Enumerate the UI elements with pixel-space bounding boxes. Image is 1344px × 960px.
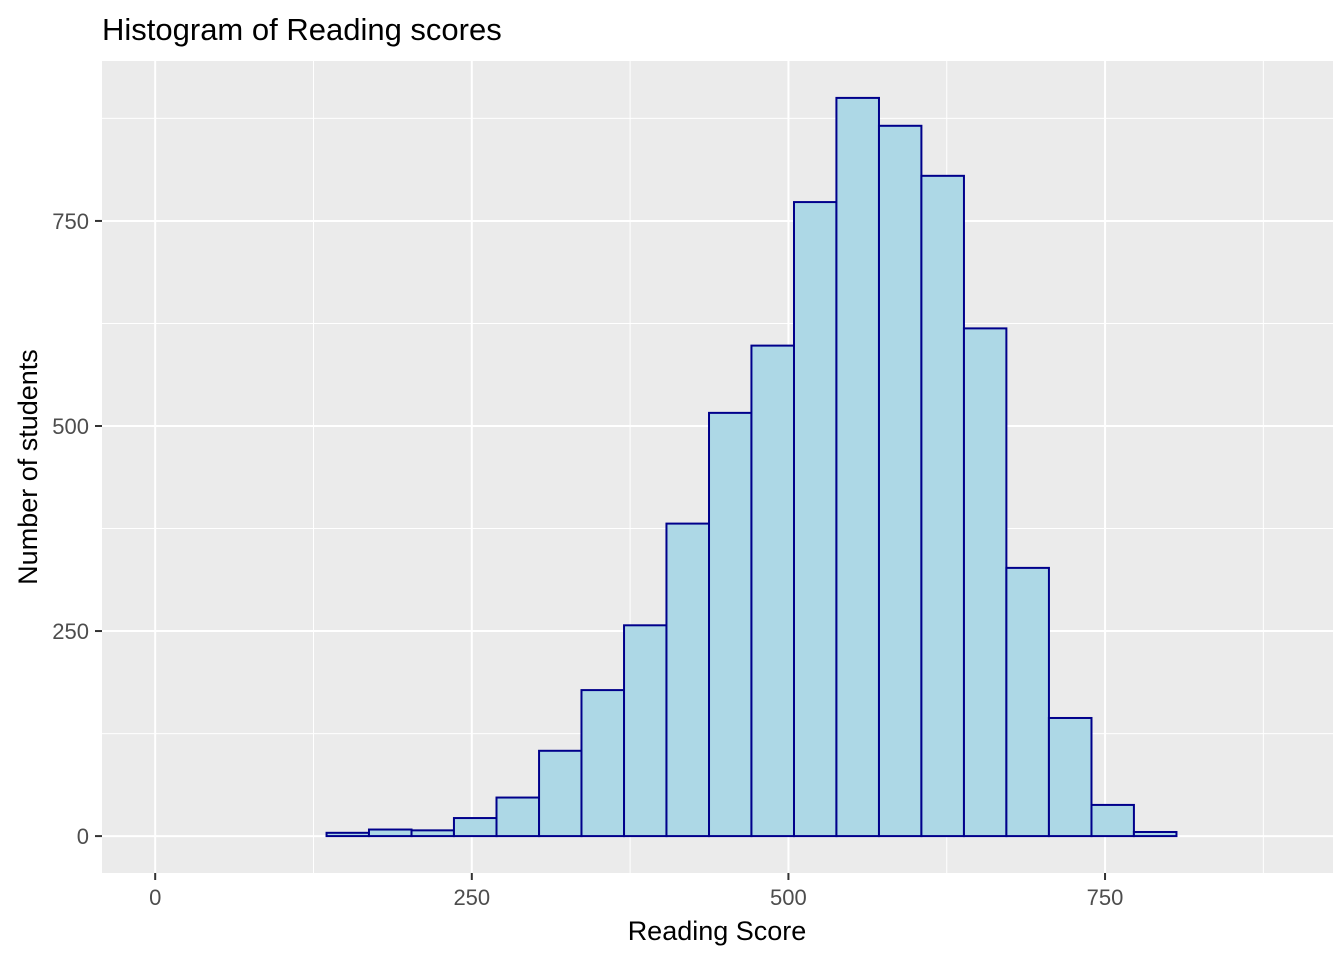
histogram-bar <box>962 327 1008 838</box>
y-tick-label: 0 <box>77 824 89 849</box>
histogram-bar <box>538 749 583 838</box>
histogram-bar <box>452 817 498 838</box>
y-axis-ticks: 0 250 500 750 <box>52 209 102 849</box>
histogram-bars <box>325 96 1178 838</box>
x-axis-ticks: 0 250 500 750 <box>149 873 1123 910</box>
histogram-bar <box>1132 830 1178 838</box>
histogram-bar <box>580 689 626 838</box>
histogram-bar <box>835 96 880 838</box>
x-tick-label: 250 <box>453 885 490 910</box>
histogram-bar <box>1047 716 1093 838</box>
x-tick-label: 750 <box>1087 885 1124 910</box>
histogram-bar <box>792 201 838 838</box>
histogram-bar <box>325 831 370 838</box>
y-axis-title: Number of students <box>13 349 43 585</box>
histogram-bar <box>750 344 795 838</box>
histogram-bar <box>665 522 711 838</box>
x-tick-label: 0 <box>149 885 161 910</box>
histogram-bar <box>495 796 541 838</box>
histogram-bar <box>367 828 413 838</box>
y-tick-label: 750 <box>52 209 89 234</box>
histogram-bar <box>410 829 455 838</box>
histogram-bar <box>623 624 668 838</box>
histogram-bar <box>920 174 965 838</box>
chart-title: Histogram of Reading scores <box>102 12 502 47</box>
histogram-bar <box>708 411 753 838</box>
histogram-bar <box>1090 803 1135 838</box>
y-tick-label: 250 <box>52 619 89 644</box>
y-tick-label: 500 <box>52 414 89 439</box>
histogram-bar <box>877 124 923 838</box>
histogram-bar <box>1005 566 1050 838</box>
x-axis-title: Reading Score <box>628 916 807 946</box>
x-tick-label: 500 <box>770 885 807 910</box>
